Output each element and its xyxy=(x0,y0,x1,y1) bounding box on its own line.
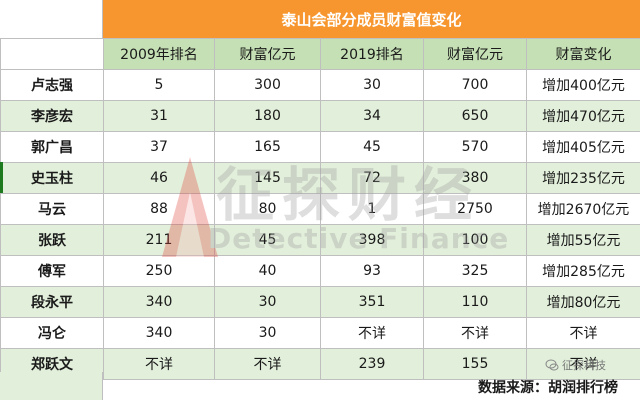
header-rank-2009[interactable]: 2009年排名 xyxy=(103,38,215,70)
wealth-2009-cell[interactable]: 165 xyxy=(214,131,321,163)
rank-2009-cell[interactable]: 31 xyxy=(103,100,215,132)
rank-2019-cell[interactable]: 239 xyxy=(320,348,424,380)
data-source: 数据来源：胡润排行榜 xyxy=(478,380,618,396)
name-cell[interactable]: 史玉柱 xyxy=(0,162,104,194)
name-cell[interactable]: 张跃 xyxy=(0,224,104,256)
rank-2009-cell[interactable]: 46 xyxy=(103,162,215,194)
rank-2019-cell[interactable]: 30 xyxy=(320,69,424,101)
rank-2009-cell[interactable]: 211 xyxy=(103,224,215,256)
corner-cell[interactable] xyxy=(0,0,103,38)
rank-2019-cell[interactable]: 不详 xyxy=(320,317,424,349)
wealth-2019-cell[interactable]: 700 xyxy=(423,69,527,101)
rank-2009-cell[interactable]: 250 xyxy=(103,255,215,287)
title-row: 泰山会部分成员财富值变化 xyxy=(0,0,640,38)
rank-2009-cell[interactable]: 340 xyxy=(103,317,215,349)
rank-2019-cell[interactable]: 398 xyxy=(320,224,424,256)
wechat-label: 征探科技 xyxy=(562,359,606,372)
change-cell[interactable]: 增加405亿元 xyxy=(526,131,640,163)
change-cell[interactable]: 不详 xyxy=(526,317,640,349)
wealth-2019-cell[interactable]: 650 xyxy=(423,100,527,132)
table-row: 史玉柱 46 145 72 380 增加235亿元 xyxy=(0,162,640,194)
header-wealth-2019[interactable]: 财富亿元 xyxy=(423,38,527,70)
rank-2009-cell[interactable]: 37 xyxy=(103,131,215,163)
wealth-2019-cell[interactable]: 100 xyxy=(423,224,527,256)
table-row: 段永平 340 30 351 110 增加80亿元 xyxy=(0,286,640,318)
table-row: 张跃 211 45 398 100 增加55亿元 xyxy=(0,224,640,256)
name-cell[interactable]: 马云 xyxy=(0,193,104,225)
rank-2019-cell[interactable]: 351 xyxy=(320,286,424,318)
wealth-2009-cell[interactable]: 30 xyxy=(214,286,321,318)
change-cell[interactable]: 增加80亿元 xyxy=(526,286,640,318)
table-row: 卢志强 5 300 30 700 增加400亿元 xyxy=(0,69,640,101)
table-row: 马云 88 80 1 2750 增加2670亿元 xyxy=(0,193,640,225)
table-row: 傅军 250 40 93 325 增加285亿元 xyxy=(0,255,640,287)
footer-row: 数据来源：胡润排行榜 xyxy=(0,372,640,400)
wealth-2009-cell[interactable]: 40 xyxy=(214,255,321,287)
wealth-2019-cell[interactable]: 155 xyxy=(423,348,527,380)
rank-2019-cell[interactable]: 93 xyxy=(320,255,424,287)
change-cell[interactable]: 不详 xyxy=(526,348,640,380)
name-cell[interactable]: 卢志强 xyxy=(0,69,104,101)
rank-2009-cell[interactable]: 88 xyxy=(103,193,215,225)
wealth-table: 2009年排名 财富亿元 2019排名 财富亿元 财富变化 卢志强 5 300 … xyxy=(0,38,640,380)
wealth-2019-cell[interactable]: 570 xyxy=(423,131,527,163)
table-row: 郭广昌 37 165 45 570 增加405亿元 xyxy=(0,131,640,163)
rank-2009-cell[interactable]: 5 xyxy=(103,69,215,101)
wealth-2019-cell[interactable]: 380 xyxy=(423,162,527,194)
header-wealth-change[interactable]: 财富变化 xyxy=(526,38,640,70)
wechat-watermark: 征探科技 xyxy=(545,357,606,373)
name-cell[interactable]: 傅军 xyxy=(0,255,104,287)
footer-stub-cell[interactable] xyxy=(0,372,103,400)
name-cell[interactable]: 李彦宏 xyxy=(0,100,104,132)
wealth-2019-cell[interactable]: 不详 xyxy=(423,317,527,349)
change-cell[interactable]: 增加400亿元 xyxy=(526,69,640,101)
wealth-2009-cell[interactable]: 30 xyxy=(214,317,321,349)
wealth-2009-cell[interactable]: 80 xyxy=(214,193,321,225)
table-row: 李彦宏 31 180 34 650 增加470亿元 xyxy=(0,100,640,132)
change-cell[interactable]: 增加235亿元 xyxy=(526,162,640,194)
rank-2019-cell[interactable]: 1 xyxy=(320,193,424,225)
name-cell[interactable]: 段永平 xyxy=(0,286,104,318)
header-rank-2019[interactable]: 2019排名 xyxy=(320,38,424,70)
rank-2019-cell[interactable]: 45 xyxy=(320,131,424,163)
table-row: 冯仑 340 30 不详 不详 不详 xyxy=(0,317,640,349)
wealth-2009-cell[interactable]: 145 xyxy=(214,162,321,194)
change-cell[interactable]: 增加285亿元 xyxy=(526,255,640,287)
header-wealth-2009[interactable]: 财富亿元 xyxy=(214,38,321,70)
change-cell[interactable]: 增加470亿元 xyxy=(526,100,640,132)
wealth-2009-cell[interactable]: 45 xyxy=(214,224,321,256)
rank-2009-cell[interactable]: 340 xyxy=(103,286,215,318)
header-cell-blank[interactable] xyxy=(0,38,104,70)
wealth-2019-cell[interactable]: 2750 xyxy=(423,193,527,225)
name-cell[interactable]: 郭广昌 xyxy=(0,131,104,163)
row-selection-marker xyxy=(0,162,3,193)
wechat-icon xyxy=(545,359,559,371)
wealth-2009-cell[interactable]: 180 xyxy=(214,100,321,132)
wealth-2019-cell[interactable]: 325 xyxy=(423,255,527,287)
table-title[interactable]: 泰山会部分成员财富值变化 xyxy=(103,0,640,38)
change-cell[interactable]: 增加55亿元 xyxy=(526,224,640,256)
wealth-2009-cell[interactable]: 不详 xyxy=(214,348,321,380)
rank-2019-cell[interactable]: 72 xyxy=(320,162,424,194)
change-cell[interactable]: 增加2670亿元 xyxy=(526,193,640,225)
rank-2019-cell[interactable]: 34 xyxy=(320,100,424,132)
wealth-2009-cell[interactable]: 300 xyxy=(214,69,321,101)
wealth-2019-cell[interactable]: 110 xyxy=(423,286,527,318)
header-row: 2009年排名 财富亿元 2019排名 财富亿元 财富变化 xyxy=(0,38,640,70)
name-cell[interactable]: 冯仑 xyxy=(0,317,104,349)
